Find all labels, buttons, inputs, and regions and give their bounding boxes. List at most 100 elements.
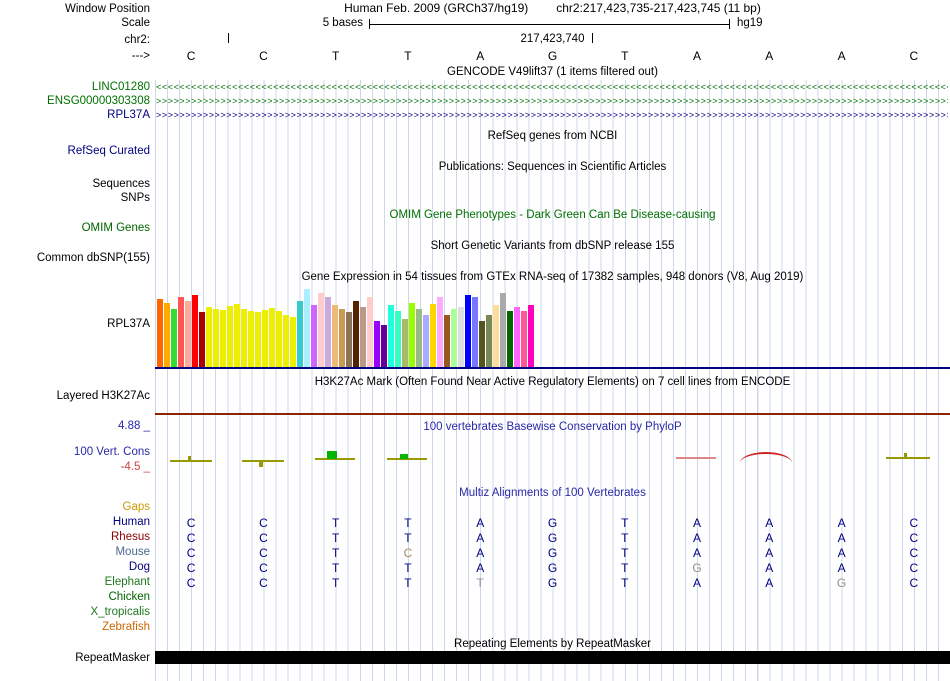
gtex-bar[interactable] [178, 297, 184, 367]
track-label-refseq-curated[interactable]: RefSeq Curated [67, 145, 150, 157]
gtex-bar[interactable] [318, 293, 324, 367]
gtex-bar[interactable] [465, 295, 471, 367]
gtex-bar[interactable] [374, 321, 380, 367]
multiz-track-heading[interactable]: Multiz Alignments of 100 Vertebrates [459, 487, 646, 499]
gtex-bar[interactable] [444, 315, 450, 367]
species-label-rhesus[interactable]: Rhesus [111, 531, 150, 543]
gtex-bar[interactable] [255, 312, 261, 367]
species-label-elephant[interactable]: Elephant [104, 576, 150, 588]
gtex-bar[interactable] [346, 312, 352, 367]
gtex-track-heading[interactable]: Gene Expression in 54 tissues from GTEx … [301, 271, 804, 283]
gtex-bar[interactable] [276, 311, 282, 367]
gtex-bar[interactable] [304, 289, 310, 367]
gtex-bar[interactable] [185, 301, 191, 367]
repeatmasker-track-heading[interactable]: Repeating Elements by RepeatMasker [454, 638, 651, 650]
species-label-zebrafish[interactable]: Zebrafish [102, 621, 150, 633]
gtex-bar[interactable] [451, 309, 457, 367]
gtex-bar[interactable] [367, 297, 373, 367]
conservation-track[interactable] [155, 440, 950, 478]
gtex-bar[interactable] [388, 305, 394, 367]
gtex-bar[interactable] [311, 305, 317, 367]
gtex-bar[interactable] [332, 305, 338, 367]
gtex-bar[interactable] [227, 306, 233, 367]
track-label-gtex-gene[interactable]: RPL37A [107, 318, 150, 330]
species-label-gaps[interactable]: Gaps [122, 501, 151, 513]
gtex-bar[interactable] [500, 293, 506, 367]
gtex-bar[interactable] [164, 303, 170, 367]
gtex-bar[interactable] [325, 297, 331, 367]
gtex-bar[interactable] [262, 310, 268, 367]
track-label-sequences[interactable]: Sequences [92, 178, 150, 190]
gtex-bar[interactable] [192, 295, 198, 367]
h3k27ac-track-heading[interactable]: H3K27Ac Mark (Often Found Near Active Re… [314, 376, 791, 388]
gtex-bar[interactable] [507, 311, 513, 367]
gtex-bar[interactable] [269, 308, 275, 367]
gtex-bar[interactable] [206, 307, 212, 367]
gtex-bar-chart[interactable] [155, 288, 950, 367]
track-label-snps[interactable]: SNPs [120, 192, 150, 204]
track-label-omim-genes[interactable]: OMIM Genes [81, 222, 150, 234]
omim-track-heading[interactable]: OMIM Gene Phenotypes - Dark Green Can Be… [389, 209, 716, 221]
gtex-bar[interactable] [297, 301, 303, 367]
gtex-bar[interactable] [171, 309, 177, 367]
gtex-bar[interactable] [283, 315, 289, 367]
gencode-track-heading[interactable]: GENCODE V49lift37 (1 items filtered out) [447, 66, 658, 78]
track-label-common-dbsnp[interactable]: Common dbSNP(155) [36, 252, 150, 264]
ruler-tick[interactable] [228, 33, 229, 43]
dbsnp-track-heading[interactable]: Short Genetic Variants from dbSNP releas… [430, 240, 675, 252]
gtex-bar[interactable] [241, 309, 247, 367]
track-label-repeatmasker[interactable]: RepeatMasker [75, 652, 150, 664]
gtex-bar[interactable] [493, 305, 499, 367]
gtex-bar[interactable] [395, 311, 401, 367]
gtex-bar[interactable] [472, 297, 478, 367]
gtex-bar[interactable] [402, 319, 408, 367]
gene-model-rpl37a[interactable]: >>>>>>>>>>>>>>>>>>>>>>>>>>>>>>>>>>>>>>>>… [156, 110, 948, 120]
gtex-bar[interactable] [353, 301, 359, 367]
gtex-bar[interactable] [248, 311, 254, 367]
gene-model-linc01280[interactable]: <<<<<<<<<<<<<<<<<<<<<<<<<<<<<<<<<<<<<<<<… [156, 82, 948, 92]
gtex-bar[interactable] [479, 321, 485, 367]
gtex-bar[interactable] [423, 315, 429, 367]
species-label-x_tropicalis[interactable]: X_tropicalis [90, 606, 150, 618]
gtex-bar[interactable] [521, 311, 527, 367]
gtex-bar[interactable] [213, 309, 219, 367]
gene-label-linc01280[interactable]: LINC01280 [91, 81, 150, 93]
gtex-bar[interactable] [220, 310, 226, 367]
gtex-bar[interactable] [290, 317, 296, 367]
gtex-bar[interactable] [234, 304, 240, 367]
ruler-tick[interactable] [592, 33, 593, 43]
gtex-bar[interactable] [157, 299, 163, 367]
species-label-mouse[interactable]: Mouse [115, 546, 150, 558]
gtex-bar[interactable] [486, 315, 492, 367]
gtex-bar[interactable] [339, 309, 345, 367]
species-label-human[interactable]: Human [112, 516, 150, 528]
gene-label-rpl37a[interactable]: RPL37A [107, 109, 150, 121]
gtex-bar[interactable] [416, 309, 422, 367]
gtex-bar[interactable] [199, 312, 205, 367]
gtex-bar[interactable] [381, 325, 387, 367]
gtex-bar[interactable] [437, 297, 443, 367]
ruler-position-label[interactable]: 217,423,740 [520, 33, 585, 45]
track-label-100-vert-cons[interactable]: 100 Vert. Cons [73, 446, 150, 458]
gene-model-ensg00000303308[interactable]: >>>>>>>>>>>>>>>>>>>>>>>>>>>>>>>>>>>>>>>>… [156, 96, 948, 106]
refseq-track-heading[interactable]: RefSeq genes from NCBI [487, 130, 618, 142]
gtex-bar[interactable] [430, 304, 436, 367]
gtex-bar[interactable] [514, 307, 520, 367]
phylop-track-heading[interactable]: 100 vertebrates Basewise Conservation by… [423, 421, 682, 433]
h3k27ac-signal-line[interactable] [155, 413, 950, 415]
gtex-bar[interactable] [528, 305, 534, 367]
species-label-dog[interactable]: Dog [128, 561, 150, 573]
repeatmasker-element-bar[interactable] [155, 651, 950, 664]
gene-label-ensg00000303308[interactable]: ENSG00000303308 [47, 95, 150, 107]
gtex-bar[interactable] [458, 307, 464, 367]
publications-track-heading[interactable]: Publications: Sequences in Scientific Ar… [438, 161, 667, 173]
species-label-chicken[interactable]: Chicken [108, 591, 150, 603]
track-label-layered-h3k27ac[interactable]: Layered H3K27Ac [56, 390, 150, 402]
gtex-bar[interactable] [409, 303, 415, 367]
gtex-bar[interactable] [360, 307, 366, 367]
